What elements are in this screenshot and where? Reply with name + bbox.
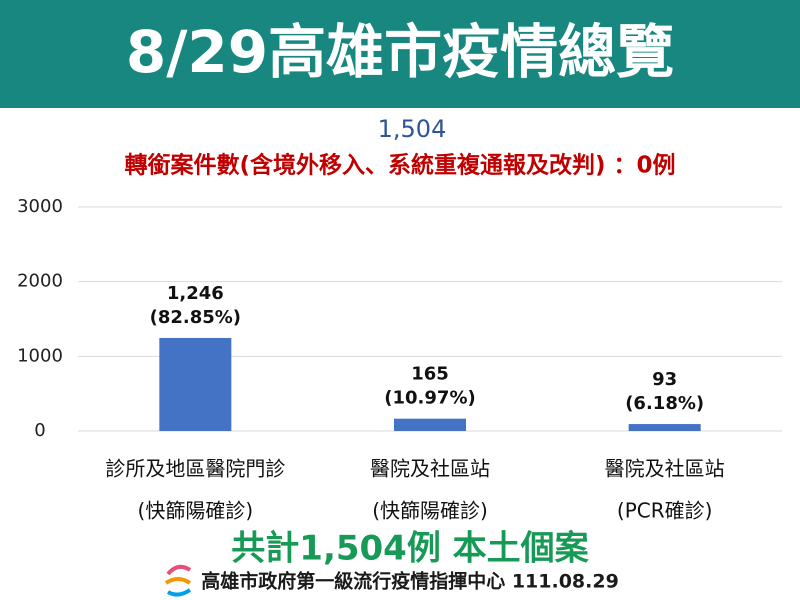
- share-label: (82.85%): [150, 307, 241, 328]
- value-label: 165: [411, 364, 449, 385]
- share-label: (6.18%): [625, 393, 704, 414]
- header-title: 8/29高雄市疫情總覽: [126, 18, 674, 86]
- x-tick-note: (快篩陽確診): [372, 499, 488, 523]
- chart-note: 轉銜案件數(含境外移入、系統重複通報及改判) ：0例: [124, 152, 675, 179]
- bar: [628, 424, 701, 431]
- x-tick-label: 醫院及社區站: [605, 457, 725, 481]
- y-tick-label: 0: [34, 420, 45, 441]
- bar: [159, 337, 232, 431]
- x-tick-note: (PCR確診): [617, 499, 713, 523]
- chart-subtitle: 1,504: [378, 115, 447, 143]
- x-tick-label: 醫院及社區站: [370, 457, 490, 481]
- share-label: (10.97%): [384, 388, 475, 409]
- logo: [164, 564, 192, 597]
- value-label: 93: [652, 369, 677, 390]
- footer-source: 高雄市政府第一級流行疫情指揮中心 111.08.29: [201, 570, 619, 593]
- y-tick-label: 3000: [17, 196, 63, 217]
- x-tick-label: 診所及地區醫院門診: [105, 457, 285, 481]
- y-tick-label: 1000: [17, 345, 63, 366]
- x-tick-note: (快篩陽確診): [138, 499, 254, 523]
- value-label: 1,246: [167, 283, 224, 304]
- y-tick-label: 2000: [17, 271, 63, 292]
- header-band: [0, 0, 800, 108]
- bar: [394, 418, 466, 431]
- footer-total: 共計1,504例 本土個案: [231, 529, 589, 569]
